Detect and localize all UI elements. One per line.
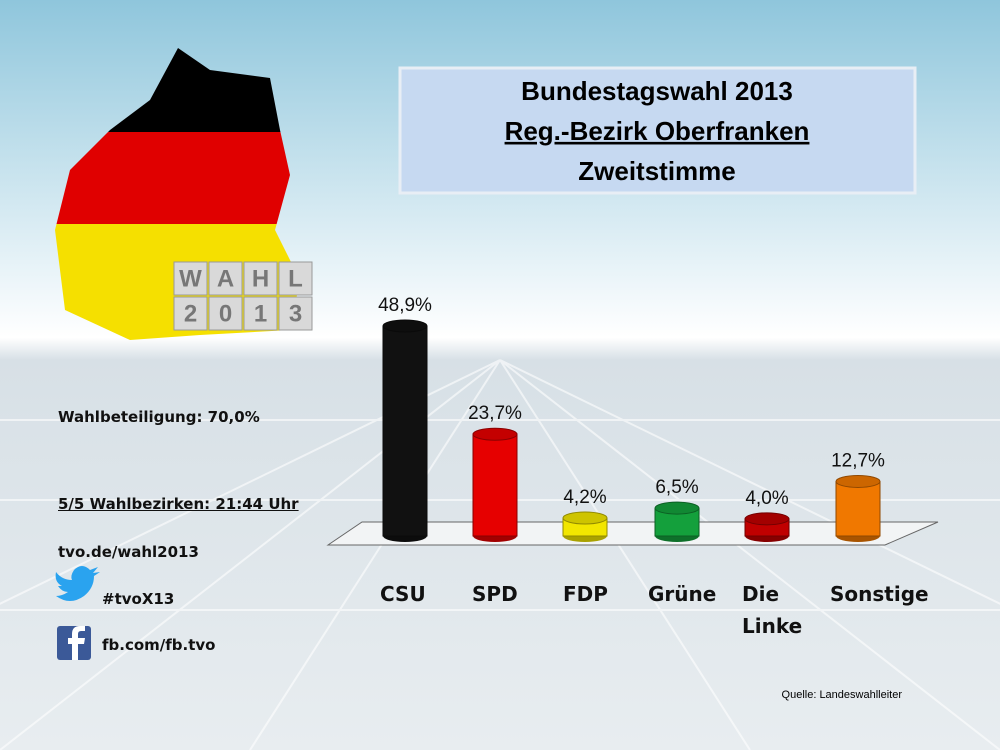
title: Reg.-Bezirk Oberfranken	[505, 116, 810, 146]
bar	[382, 325, 428, 537]
districts: 5/5 Wahlbezirken: 21:44 Uhr	[58, 495, 299, 513]
bar	[472, 433, 518, 537]
value-label: 4,0%	[745, 488, 788, 509]
source: Quelle: Landeswahlleiter	[782, 689, 903, 701]
logo-letter: W	[179, 265, 202, 292]
logo-letter: 3	[289, 300, 302, 327]
facebook-icon	[57, 626, 91, 660]
category-label: Die Linke	[742, 582, 803, 638]
logo-letter: H	[252, 265, 269, 292]
logo-block	[243, 261, 278, 296]
title: Zweitstimme	[578, 156, 736, 186]
logo-block	[173, 261, 208, 296]
value-label: 23,7%	[468, 403, 522, 424]
bar-top	[744, 512, 790, 526]
value-label: 4,2%	[563, 487, 606, 508]
twitter-handle: #tvoX13	[102, 590, 175, 608]
logo: W A H L 2 0 1 3	[173, 261, 313, 331]
logo-letter: 0	[219, 300, 232, 327]
bar-top	[562, 511, 608, 525]
facebook-link: fb.com/fb.tvo	[102, 636, 216, 654]
logo-letter: L	[288, 265, 303, 292]
title: Bundestagswahl 2013	[521, 76, 793, 106]
logo-letter: 2	[184, 300, 197, 327]
bar-top	[654, 501, 700, 515]
bar	[835, 480, 881, 537]
bar-top	[835, 474, 881, 488]
logo-block	[278, 261, 313, 296]
turnout: Wahlbeteiligung: 70,0%	[58, 408, 260, 426]
logo-block	[173, 296, 208, 331]
logo-block	[208, 296, 243, 331]
value-label: 12,7%	[831, 450, 885, 471]
bar-top	[472, 427, 518, 441]
category-label: Grüne	[648, 582, 717, 606]
twitter-icon	[55, 566, 100, 601]
bar-top	[382, 319, 428, 333]
value-label: 48,9%	[378, 295, 432, 316]
logo-block	[208, 261, 243, 296]
category-label: SPD	[472, 582, 518, 606]
logo-letter: 1	[254, 300, 267, 327]
value-label: 6,5%	[655, 477, 698, 498]
category-label: FDP	[563, 582, 608, 606]
title-box	[398, 66, 917, 195]
logo-letter: A	[217, 265, 234, 292]
category-label: Sonstige	[830, 582, 929, 606]
category-label: CSU	[380, 582, 426, 606]
logo-block	[278, 296, 313, 331]
website: tvo.de/wahl2013	[58, 543, 199, 561]
logo-block	[243, 296, 278, 331]
